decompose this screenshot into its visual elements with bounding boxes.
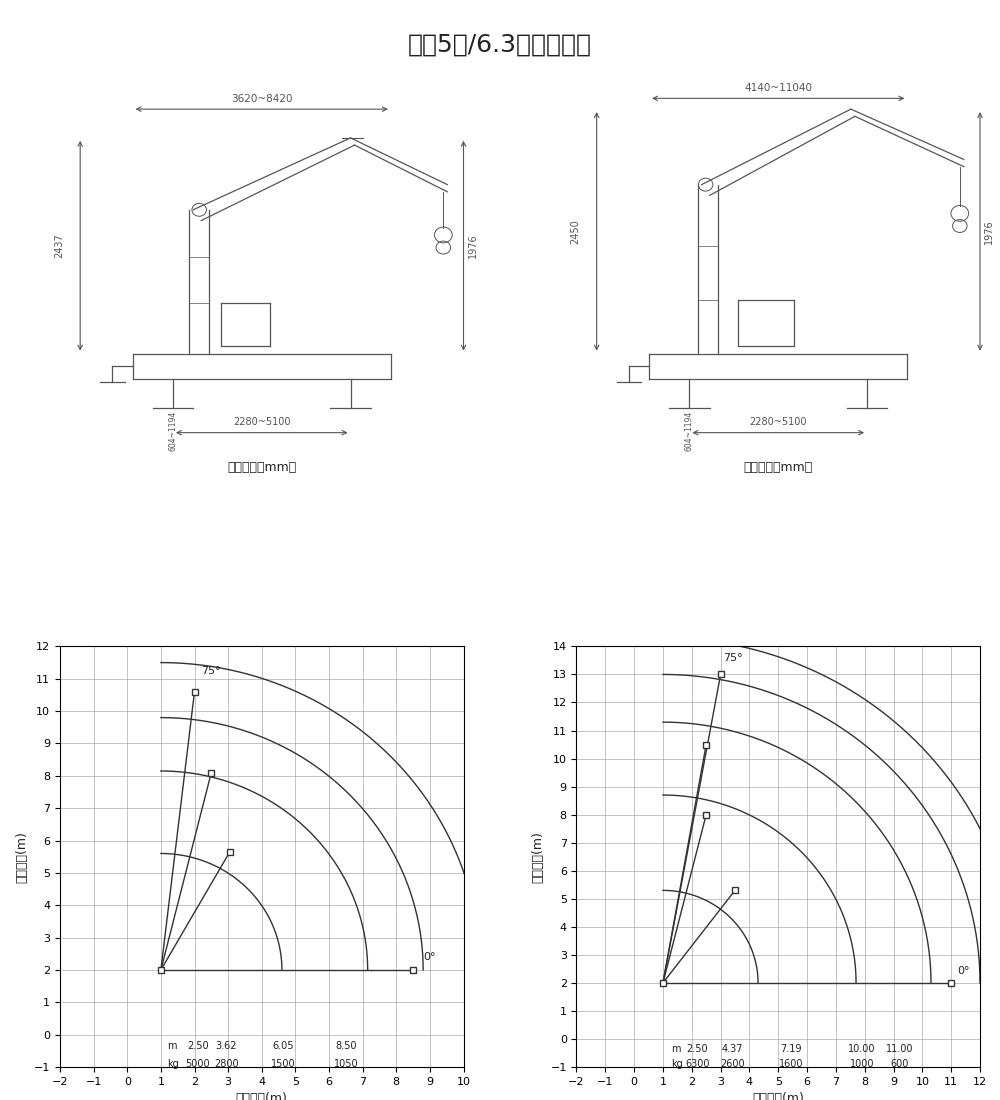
Text: 2800: 2800 [214, 1059, 239, 1069]
X-axis label: 工作幅度(m): 工作幅度(m) [752, 1092, 804, 1100]
Text: m: m [672, 1044, 681, 1054]
Text: 4140~11040: 4140~11040 [744, 82, 812, 94]
Text: 3620~8420: 3620~8420 [231, 94, 293, 103]
Text: 1000: 1000 [850, 1059, 874, 1069]
Text: 3.62: 3.62 [216, 1042, 237, 1052]
Text: 支腿跨距（mm）: 支腿跨距（mm） [744, 461, 813, 474]
Text: 1600: 1600 [779, 1059, 803, 1069]
Text: 1050: 1050 [334, 1059, 358, 1069]
Text: 10.00: 10.00 [848, 1044, 876, 1054]
Text: 0°: 0° [423, 953, 436, 962]
Text: kg: kg [168, 1059, 179, 1069]
Text: 600: 600 [890, 1059, 908, 1069]
Text: 2437: 2437 [54, 233, 64, 258]
Y-axis label: 起升高度(m): 起升高度(m) [532, 830, 545, 882]
Text: 1500: 1500 [271, 1059, 296, 1069]
Text: 2.50: 2.50 [187, 1042, 209, 1052]
Text: 75°: 75° [723, 653, 743, 663]
Text: 11.00: 11.00 [886, 1044, 913, 1054]
Text: 2280~5100: 2280~5100 [749, 417, 807, 427]
Text: 5000: 5000 [186, 1059, 210, 1069]
Text: 8.50: 8.50 [335, 1042, 357, 1052]
Text: 6.05: 6.05 [273, 1042, 294, 1052]
Text: 1976: 1976 [468, 233, 478, 258]
Text: 支腿跨距（mm）: 支腿跨距（mm） [227, 461, 296, 474]
Text: 6300: 6300 [685, 1059, 710, 1069]
Text: 0°: 0° [957, 967, 969, 977]
Text: 2600: 2600 [720, 1059, 744, 1069]
Text: 徐工5吨/6.3吨起重参数: 徐工5吨/6.3吨起重参数 [408, 33, 592, 57]
Text: 1976: 1976 [984, 219, 994, 244]
Text: kg: kg [672, 1059, 683, 1069]
Y-axis label: 起升高度(m): 起升高度(m) [15, 830, 28, 882]
Text: 2280~5100: 2280~5100 [233, 417, 291, 427]
X-axis label: 工作幅度(m): 工作幅度(m) [236, 1092, 288, 1100]
Text: 604~1194: 604~1194 [168, 410, 177, 451]
Text: 75°: 75° [201, 666, 221, 675]
Text: 2.50: 2.50 [687, 1044, 708, 1054]
Text: 604~1194: 604~1194 [685, 410, 694, 451]
Text: 4.37: 4.37 [721, 1044, 743, 1054]
Text: m: m [168, 1042, 177, 1052]
Text: 2450: 2450 [571, 219, 581, 244]
Text: 7.19: 7.19 [780, 1044, 802, 1054]
